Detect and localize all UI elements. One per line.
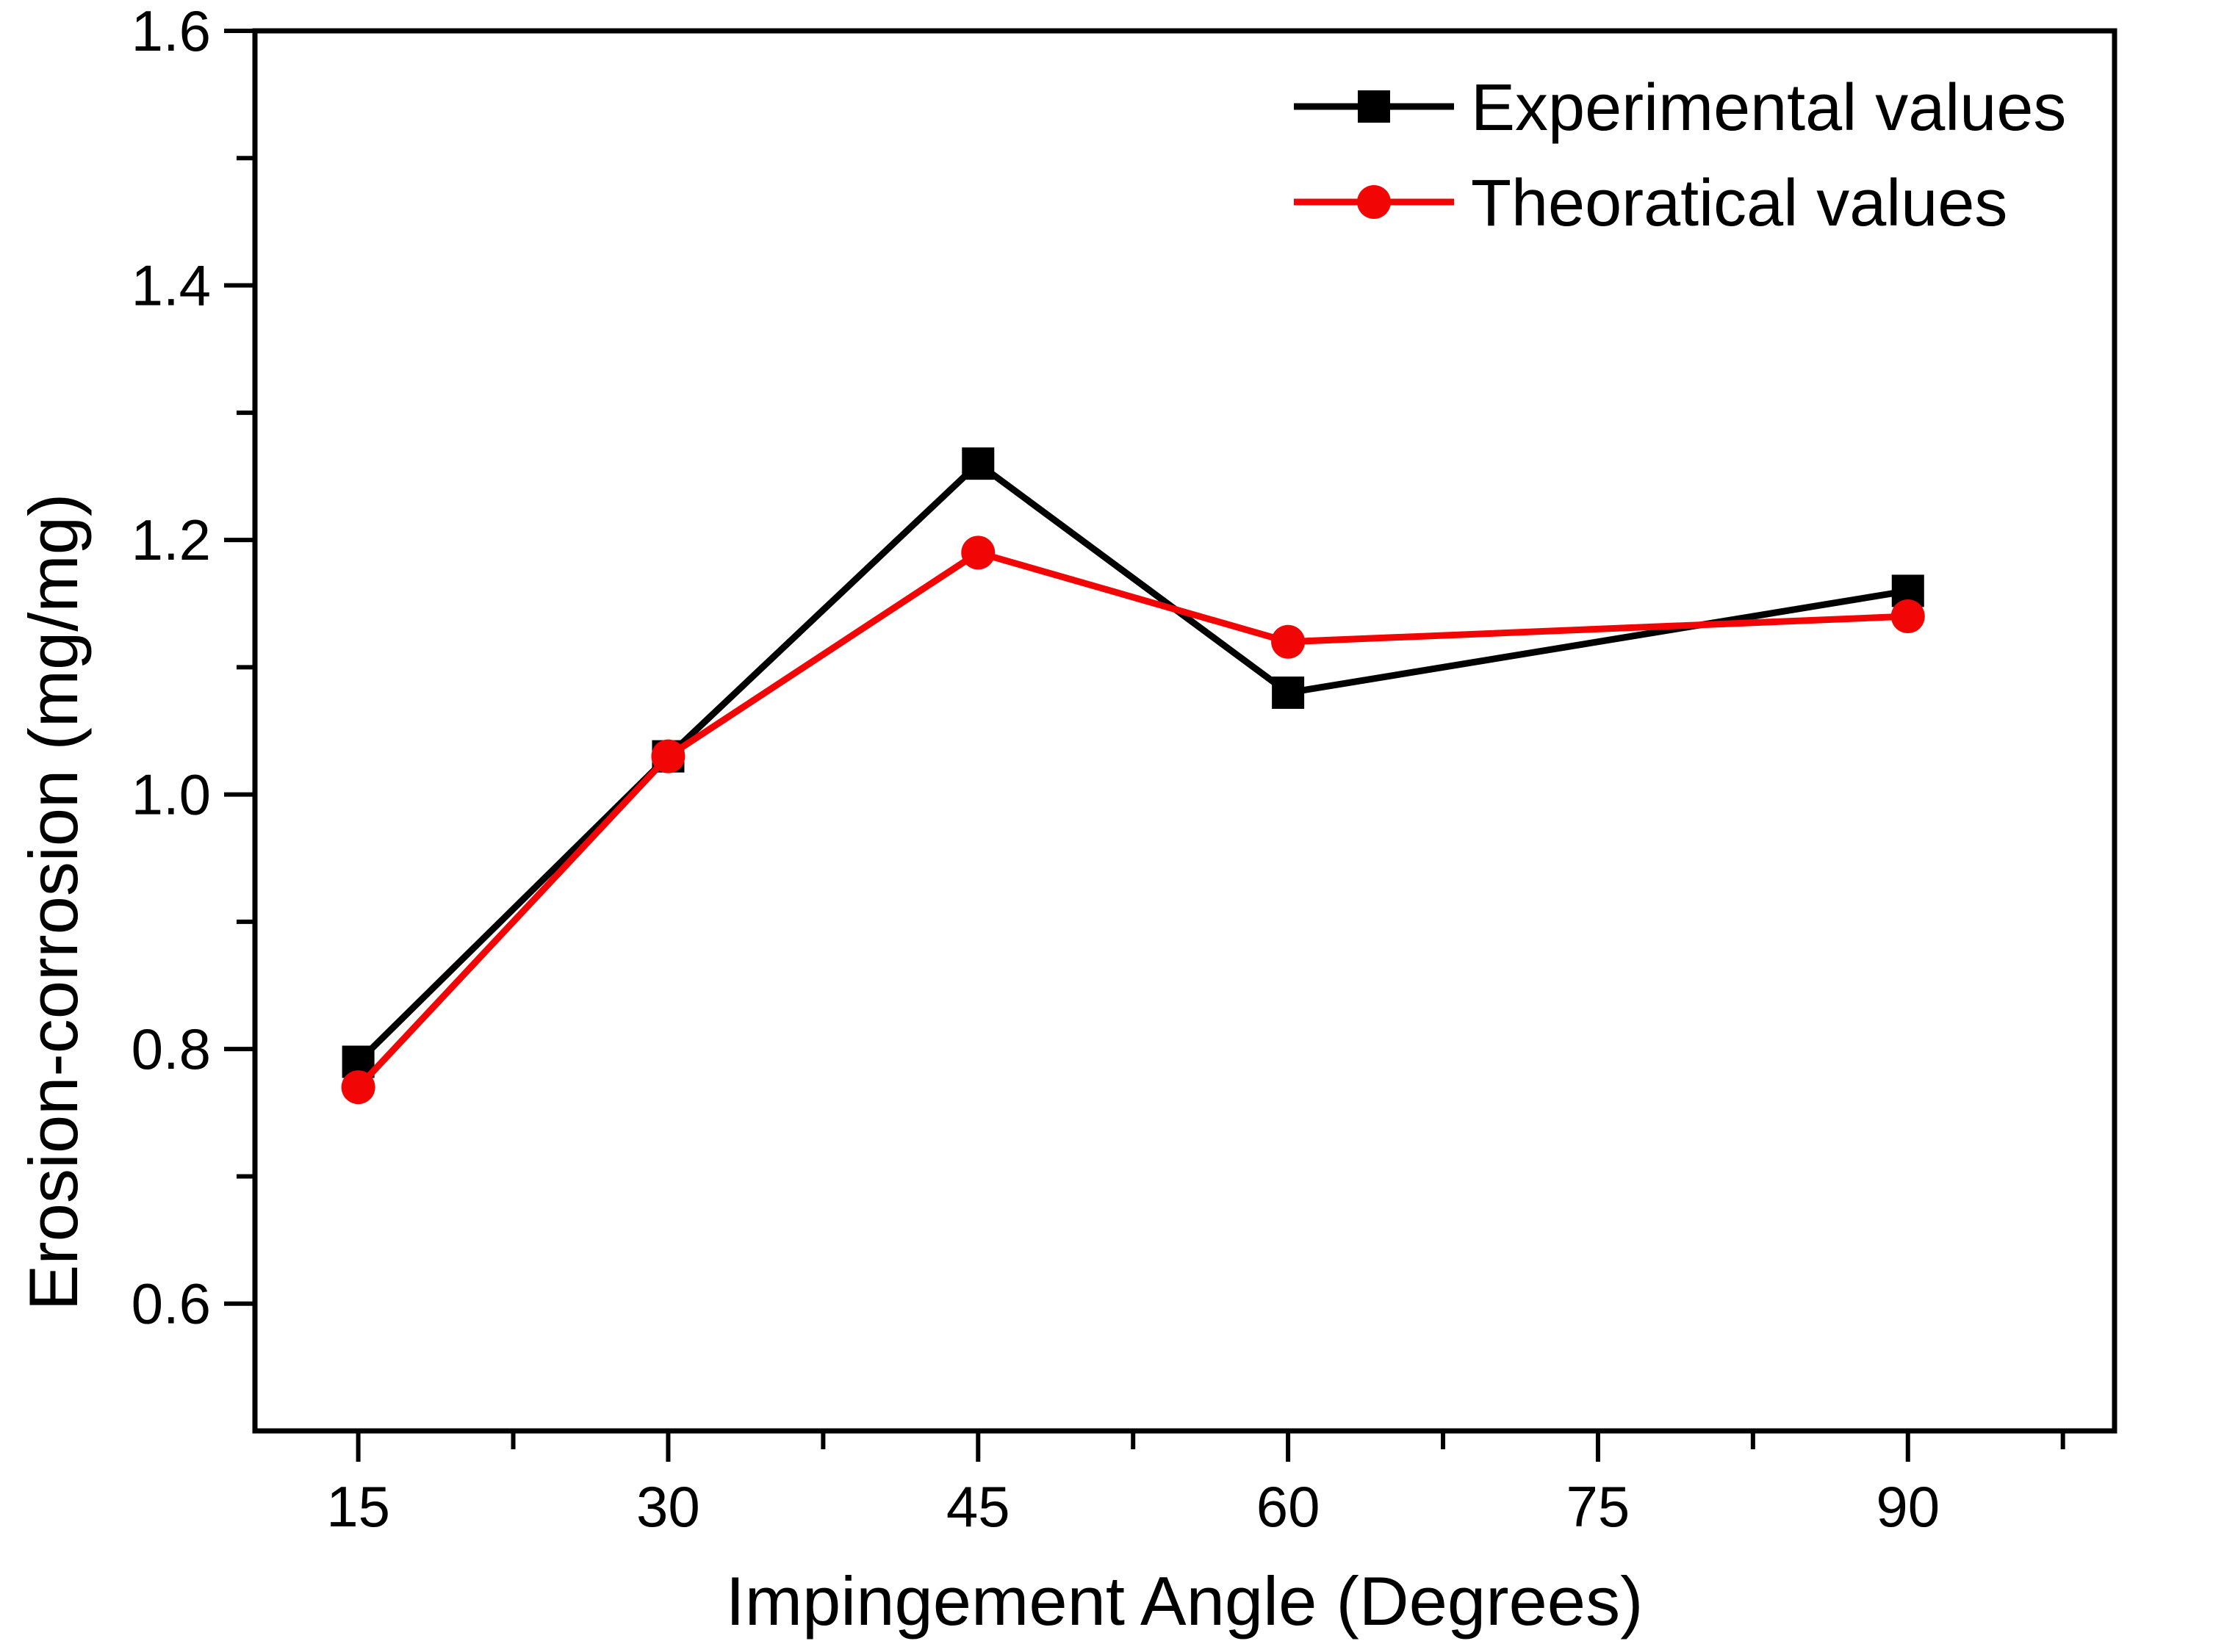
y-tick-label: 1.4 [132, 253, 211, 318]
series-line-square [356, 459, 1909, 1064]
data-point-square [962, 447, 995, 480]
legend-square-marker [1358, 90, 1390, 123]
y-tick-label: 0.8 [132, 1017, 211, 1081]
x-tick-label: 45 [946, 1474, 1010, 1539]
x-tick-label: 60 [1256, 1474, 1320, 1539]
axis-tick-labels: 15 30 45 60 75 90 1.6 1.4 1.2 1.0 0.8 0.6 [132, 0, 1940, 1539]
legend-marker-samples [1294, 90, 1454, 219]
y-axis-title: Erosion-corrosion (mg/mg) [15, 494, 92, 1311]
legend-circle-marker [1357, 185, 1391, 219]
data-point-square [1272, 677, 1305, 710]
x-axis-title: Impingement Angle (Degrees) [726, 1562, 1644, 1640]
y-tick-label: 1.0 [132, 762, 211, 827]
axis-ticks [224, 29, 2065, 1462]
legend-label-experimental: Experimental values [1471, 71, 2066, 145]
y-tick-label: 0.6 [132, 1272, 211, 1336]
data-point-circle [341, 1070, 375, 1105]
data-point-circle [651, 739, 686, 773]
x-tick-label: 15 [326, 1474, 390, 1539]
x-tick-label: 75 [1566, 1474, 1630, 1539]
plot-area-frame [252, 28, 2117, 1434]
data-point-circle [1890, 599, 1925, 634]
x-tick-label: 30 [636, 1474, 700, 1539]
legend-label-theoretical: Theoratical values [1471, 167, 2007, 240]
data-point-circle [1271, 624, 1306, 659]
x-tick-label: 90 [1876, 1474, 1940, 1539]
legend: Experimental values Theoratical values [1294, 71, 2066, 240]
series-line-circle [356, 549, 1908, 1090]
data-point-circle [961, 535, 996, 570]
y-tick-label: 1.6 [132, 0, 211, 63]
data-series [341, 447, 1925, 1105]
y-tick-label: 1.2 [132, 508, 211, 572]
